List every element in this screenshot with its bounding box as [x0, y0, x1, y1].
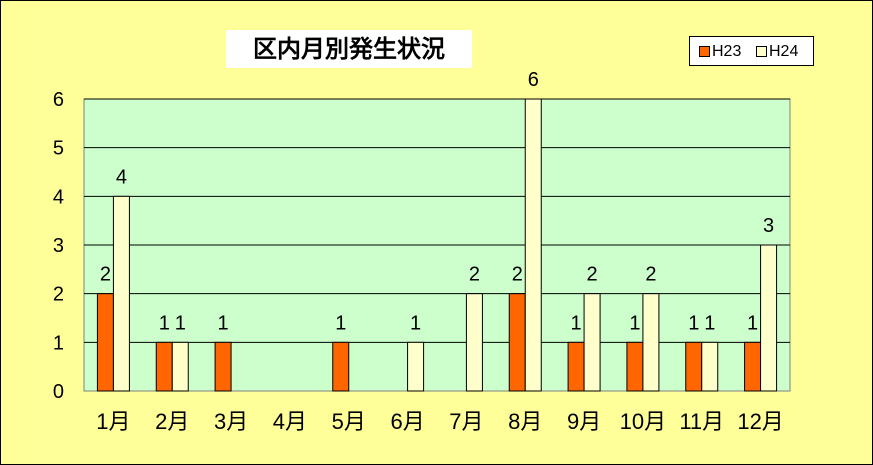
legend-swatch-h24	[756, 46, 767, 58]
data-label-h23: 1	[218, 312, 229, 334]
y-tick-label: 6	[53, 89, 64, 111]
bar-h24	[760, 244, 778, 392]
bar-h24	[407, 341, 425, 392]
chart-title: 区内月別発生状況	[226, 30, 472, 68]
data-label-h23: 1	[571, 312, 582, 334]
legend-item-h24: H24	[756, 43, 798, 61]
gridlines	[84, 98, 790, 343]
data-label-h23: 1	[159, 312, 170, 334]
x-tick-label: 2月	[155, 409, 189, 434]
data-label-h24: 1	[704, 312, 715, 334]
y-tick-label: 3	[53, 235, 64, 257]
x-tick-label: 11月	[679, 409, 724, 434]
data-label-h24: 1	[410, 312, 421, 334]
x-tick-label: 6月	[390, 409, 424, 434]
x-tick-label: 5月	[332, 409, 366, 434]
bar-h24	[701, 341, 719, 392]
data-label-h23: 1	[747, 312, 758, 334]
data-label-h24: 1	[175, 312, 186, 334]
bar-h24	[642, 293, 660, 392]
data-label-h24: 6	[528, 69, 539, 91]
x-tick-label: 1月	[96, 409, 130, 434]
bar-h24	[465, 293, 483, 392]
legend-swatch-h23	[699, 46, 710, 58]
bar-h23	[155, 341, 173, 392]
bar-h23	[508, 293, 526, 392]
x-tick-label: 3月	[214, 409, 248, 434]
data-label-h23: 1	[335, 312, 346, 334]
y-axis-tick-labels: 0 1 2 3 4 5 6	[53, 89, 64, 403]
y-tick-label: 5	[53, 138, 64, 160]
y-tick-label: 0	[53, 381, 64, 403]
y-tick-label: 1	[53, 332, 64, 354]
bar-h23	[214, 341, 232, 392]
legend-label-h24: H24	[769, 43, 799, 60]
x-tick-label: 8月	[508, 409, 542, 434]
y-tick-label: 2	[53, 284, 64, 306]
data-label-h23: 2	[512, 264, 523, 286]
data-label-h24: 3	[763, 215, 774, 237]
x-axis-tick-labels: 1月 2月 3月 4月 5月 6月 7月 8月 9月 10月 11月 12月	[96, 409, 784, 434]
data-label-h24: 2	[645, 264, 656, 286]
bars	[96, 98, 778, 392]
data-label-h23: 2	[100, 264, 111, 286]
legend-item-h23: H23	[699, 43, 741, 61]
bar-h23	[332, 341, 350, 392]
data-label-h24: 4	[116, 166, 127, 188]
x-tick-label: 4月	[273, 409, 307, 434]
bar-h24	[524, 98, 542, 392]
bar-h23	[96, 293, 114, 392]
x-tick-label: 12月	[737, 409, 783, 434]
bar-h23	[685, 341, 703, 392]
bar-h23	[626, 341, 644, 392]
bar-h24	[171, 341, 189, 392]
x-tick-label: 10月	[620, 409, 666, 434]
x-tick-label: 7月	[449, 409, 483, 434]
y-tick-label: 4	[53, 186, 64, 208]
bar-h23	[567, 341, 585, 392]
data-label-h24: 2	[469, 264, 480, 286]
data-label-h23: 1	[629, 312, 640, 334]
legend-label-h23: H23	[712, 43, 742, 60]
data-label-h23: 1	[688, 312, 699, 334]
legend: H23 H24	[689, 36, 814, 66]
bar-h24	[112, 195, 130, 392]
data-label-h24: 2	[587, 264, 598, 286]
bar-h24	[583, 293, 601, 392]
x-tick-label: 9月	[567, 409, 601, 434]
bar-h23	[744, 341, 762, 392]
